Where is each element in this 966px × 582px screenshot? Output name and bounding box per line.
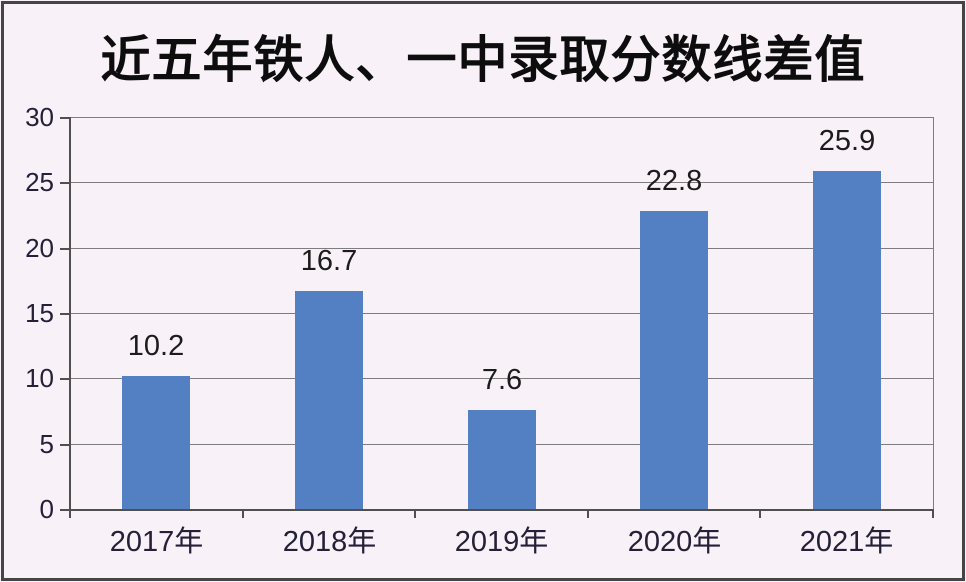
x-axis-label: 2018年 [282, 526, 377, 558]
x-axis-label: 2017年 [109, 526, 204, 558]
x-tick [759, 509, 761, 518]
bar-value-label: 22.8 [645, 165, 703, 197]
y-tick-label: 15 [25, 298, 54, 328]
bar-value-label: 25.9 [818, 125, 876, 157]
bar-2021年 [813, 171, 881, 509]
x-tick [69, 509, 71, 518]
gridline [70, 248, 933, 249]
bar-2018年 [295, 291, 363, 509]
x-tick [587, 509, 589, 518]
y-tick [60, 444, 70, 446]
gridline [70, 117, 933, 118]
bar-2020年 [640, 211, 708, 509]
y-tick-label: 20 [25, 233, 54, 263]
y-tick-label: 0 [39, 494, 54, 524]
y-tick [60, 248, 70, 250]
y-tick-label: 10 [25, 363, 54, 393]
gridline [70, 378, 933, 379]
y-tick-label: 25 [25, 167, 54, 197]
y-tick [60, 509, 70, 511]
x-tick [932, 509, 934, 518]
x-tick [242, 509, 244, 518]
y-tick-label: 30 [25, 102, 54, 132]
bar-2017年 [122, 376, 190, 509]
x-axis-label: 2020年 [627, 526, 722, 558]
x-axis-line [69, 509, 934, 511]
bar-value-label: 10.2 [127, 330, 185, 362]
y-tick [60, 378, 70, 380]
bar-value-label: 7.6 [481, 364, 523, 396]
chart-title: 近五年铁人、一中录取分数线差值 [100, 30, 866, 89]
y-tick-label: 5 [39, 429, 54, 459]
x-axis-label: 2019年 [454, 526, 549, 558]
x-axis-label: 2021年 [799, 526, 894, 558]
bar-2019年 [468, 410, 536, 509]
gridline [70, 313, 933, 314]
y-tick [60, 313, 70, 315]
x-tick [414, 509, 416, 518]
y-tick [60, 117, 70, 119]
bar-value-label: 16.7 [300, 245, 358, 277]
y-tick [60, 182, 70, 184]
gridline [70, 182, 933, 183]
plot-right-border [933, 117, 934, 509]
y-axis-line [69, 117, 71, 509]
